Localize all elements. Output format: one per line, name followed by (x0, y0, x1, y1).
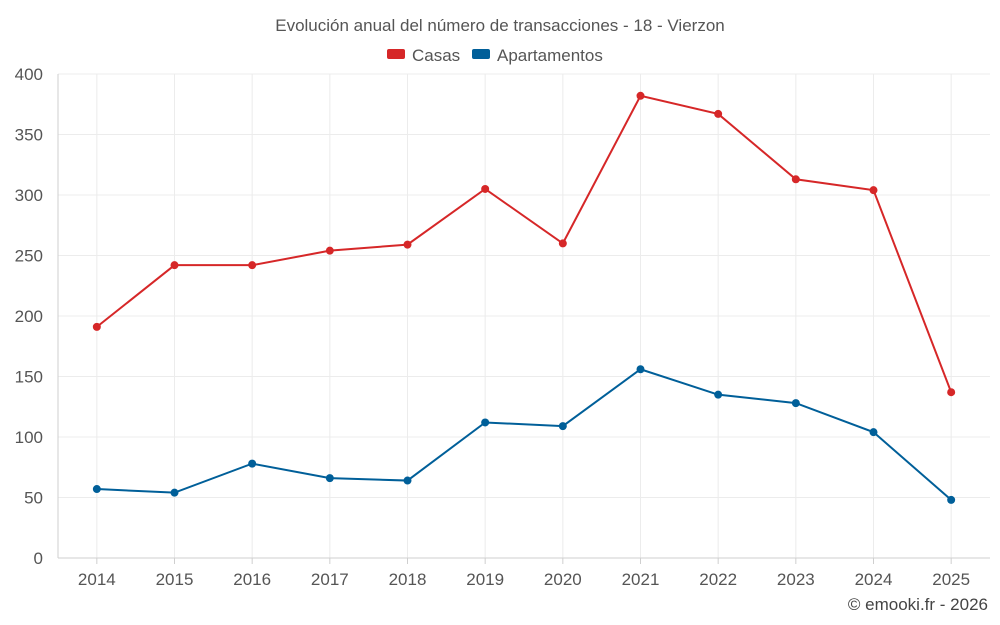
series-line-casas[interactable] (96, 94, 953, 393)
data-point-apartamentos-2017[interactable] (325, 474, 334, 483)
y-tick-label-300: 300 (15, 186, 43, 205)
legend-swatch-apartamentos (472, 49, 490, 59)
data-point-apartamentos-2019[interactable] (481, 418, 490, 427)
x-tick-label-2024: 2024 (855, 570, 893, 589)
data-point-casas-2023[interactable] (791, 175, 800, 184)
y-tick-label-200: 200 (15, 307, 43, 326)
data-point-casas-2019[interactable] (481, 184, 490, 193)
data-point-casas-2014[interactable] (92, 322, 101, 331)
data-point-apartamentos-2014[interactable] (92, 485, 101, 494)
x-tick-label-2023: 2023 (777, 570, 815, 589)
legend-label-apartamentos[interactable]: Apartamentos (497, 46, 603, 65)
x-tick-label-2020: 2020 (544, 570, 582, 589)
data-point-casas-2017[interactable] (325, 246, 334, 255)
x-tick-label-2014: 2014 (78, 570, 116, 589)
x-tick-label-2018: 2018 (389, 570, 427, 589)
data-point-casas-2025[interactable] (947, 388, 956, 397)
y-tick-label-0: 0 (34, 549, 43, 568)
data-point-casas-2022[interactable] (714, 109, 723, 118)
x-tick-label-2021: 2021 (622, 570, 660, 589)
data-point-apartamentos-2022[interactable] (714, 390, 723, 399)
data-point-apartamentos-2024[interactable] (869, 428, 878, 437)
x-tick-label-2019: 2019 (466, 570, 504, 589)
x-tick-label-2025: 2025 (932, 570, 970, 589)
legend-label-casas[interactable]: Casas (412, 46, 460, 65)
data-point-casas-2020[interactable] (558, 239, 567, 248)
x-tick-label-2015: 2015 (156, 570, 194, 589)
data-point-casas-2024[interactable] (869, 186, 878, 195)
y-tick-label-150: 150 (15, 368, 43, 387)
data-point-apartamentos-2018[interactable] (403, 476, 412, 485)
x-tick-label-2017: 2017 (311, 570, 349, 589)
footer-credit: © emooki.fr - 2026 (848, 595, 988, 614)
y-tick-label-350: 350 (15, 126, 43, 145)
data-point-apartamentos-2025[interactable] (947, 495, 956, 504)
y-tick-label-400: 400 (15, 65, 43, 84)
series-lines (96, 94, 953, 501)
x-tick-label-2016: 2016 (233, 570, 271, 589)
chart-title: Evolución anual del número de transaccio… (275, 16, 725, 35)
data-point-casas-2015[interactable] (170, 261, 179, 270)
legend: Casas Apartamentos (387, 46, 603, 65)
series-line-apartamentos[interactable] (96, 368, 952, 501)
data-point-apartamentos-2021[interactable] (636, 365, 645, 374)
axes: 0 50 100 150 200 250 300 350 400 2014 2015 2016 2017… (15, 65, 990, 589)
data-point-apartamentos-2023[interactable] (791, 399, 800, 408)
data-point-apartamentos-2020[interactable] (558, 422, 567, 431)
legend-swatch-casas (387, 49, 405, 59)
data-point-casas-2016[interactable] (248, 261, 257, 270)
data-point-apartamentos-2016[interactable] (248, 459, 257, 468)
y-tick-label-50: 50 (24, 489, 43, 508)
data-point-apartamentos-2015[interactable] (170, 488, 179, 497)
data-points (92, 91, 956, 504)
data-point-casas-2018[interactable] (403, 240, 412, 249)
y-tick-label-250: 250 (15, 247, 43, 266)
x-tick-label-2022: 2022 (699, 570, 737, 589)
data-point-casas-2021[interactable] (636, 91, 645, 100)
gridlines (58, 73, 990, 559)
y-tick-label-100: 100 (15, 428, 43, 447)
